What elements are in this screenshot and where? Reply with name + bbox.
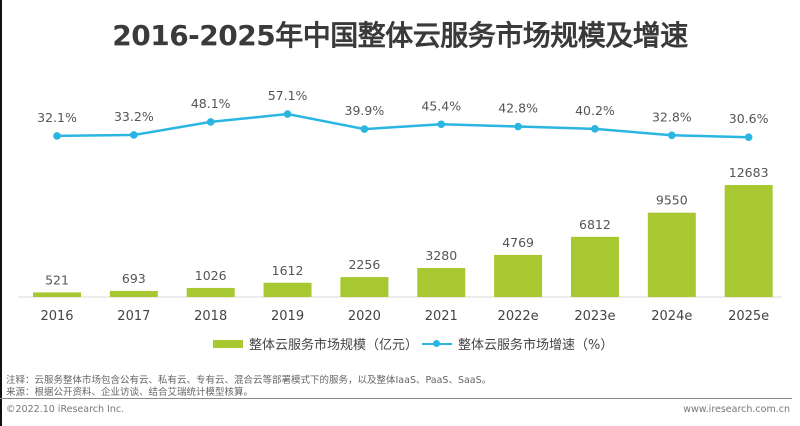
growth-line (56, 112, 749, 139)
bar-label-2016: 521 (45, 272, 69, 287)
bar-2024e (647, 212, 696, 297)
bar-label-2019: 1612 (272, 263, 304, 278)
growth-label-2016: 32.1% (37, 110, 77, 125)
growth-points (53, 110, 753, 142)
growth-point-2016 (53, 132, 61, 140)
bar-2019 (263, 282, 312, 297)
x-tick-2019: 2019 (271, 309, 304, 324)
bar-value-labels: 521 693 1026 1612 2256 3280 4769 6812 9550 12683 (45, 165, 768, 287)
x-tick-2017: 2017 (117, 309, 150, 324)
bar-label-2025e: 12683 (729, 165, 769, 180)
x-axis-tick-labels: 2016 2017 2018 2019 2020 2021 2022e 2023e 2024e 2… (40, 309, 769, 324)
growth-value-labels: 32.1% 33.2% 48.1% 57.1% 39.9% 45.4% 42.8% 40.2%… (37, 88, 768, 126)
bar-2018 (186, 287, 235, 297)
x-tick-2016: 2016 (40, 309, 73, 324)
growth-point-2019 (283, 110, 292, 118)
legend: 整体云服务市场规模（亿元） 整体云服务市场增速（%） (0, 334, 800, 354)
bar-label-2021: 3280 (425, 248, 457, 263)
growth-label-2025e: 30.6% (729, 111, 769, 126)
chart-title: 2016-2025年中国整体云服务市场规模及增速 (112, 19, 688, 52)
bar-label-2017: 693 (122, 271, 146, 286)
growth-label-2019: 57.1% (268, 88, 308, 103)
bar-label-2018: 1026 (195, 268, 227, 283)
growth-label-2024e: 32.8% (652, 109, 692, 124)
legend-bar-swatch (213, 339, 243, 348)
growth-point-2024e (668, 131, 676, 140)
growth-point-2022e (514, 122, 522, 131)
bar-label-2020: 2256 (348, 257, 380, 272)
x-tick-2021: 2021 (425, 309, 458, 324)
growth-point-2025e (744, 133, 753, 142)
x-tick-2023e: 2023e (574, 309, 615, 324)
growth-point-2023e (591, 125, 599, 133)
chart-area: 521 693 1026 1612 2256328047696812955012683 … (18, 88, 782, 324)
legend-item-market-size: 整体云服务市场规模（亿元） (213, 334, 418, 353)
bar-2025e (724, 185, 773, 297)
bar-2017 (109, 290, 158, 297)
legend-item-growth-rate: 整体云服务市场增速（%） (422, 334, 613, 353)
growth-point-2020 (360, 125, 369, 133)
bar-2020 (340, 277, 389, 297)
x-tick-2020: 2020 (348, 309, 381, 324)
x-tick-2022e: 2022e (498, 309, 539, 324)
bar-label-2023e: 6812 (579, 217, 611, 232)
growth-label-2018: 48.1% (191, 96, 231, 111)
growth-point-2018 (206, 118, 215, 126)
legend-growth-rate-label: 整体云服务市场增速（%） (458, 338, 614, 353)
x-tick-2018: 2018 (194, 309, 227, 324)
x-tick-2024e: 2024e (651, 309, 692, 324)
legend-line-swatch (422, 339, 452, 349)
bar-2022e (494, 254, 543, 297)
growth-point-2021 (437, 120, 446, 129)
note-text: 注释：云服务整体市场包含公有云、私有云、专有云、混合云等部署模式下的服务，以及整… (6, 375, 492, 386)
growth-point-2017 (130, 131, 138, 139)
bar-2016 (33, 292, 81, 297)
bar-label-2022e: 4769 (502, 235, 534, 250)
bar-2023e (570, 236, 619, 297)
bar-series (33, 185, 773, 297)
growth-label-2023e: 40.2% (575, 103, 615, 118)
left-border (0, 0, 2, 426)
bar-label-2024e: 9550 (656, 193, 688, 208)
growth-label-2017: 33.2% (114, 109, 154, 124)
copyright: ©2022.10 iResearch Inc. (6, 404, 125, 415)
growth-label-2020: 39.9% (345, 103, 385, 118)
source-text: 来源：根据公开资料、企业访谈、结合艾瑞统计模型核算。 (6, 387, 254, 398)
bar-2021 (417, 268, 466, 297)
growth-label-2022e: 42.8% (498, 101, 538, 116)
legend-market-size-label: 整体云服务市场规模（亿元） (249, 338, 419, 353)
growth-label-2021: 45.4% (421, 98, 461, 113)
x-tick-2025e: 2025e (728, 309, 769, 324)
footer-divider (0, 398, 792, 399)
website-link[interactable]: www.iresearch.com.cn (683, 404, 790, 415)
